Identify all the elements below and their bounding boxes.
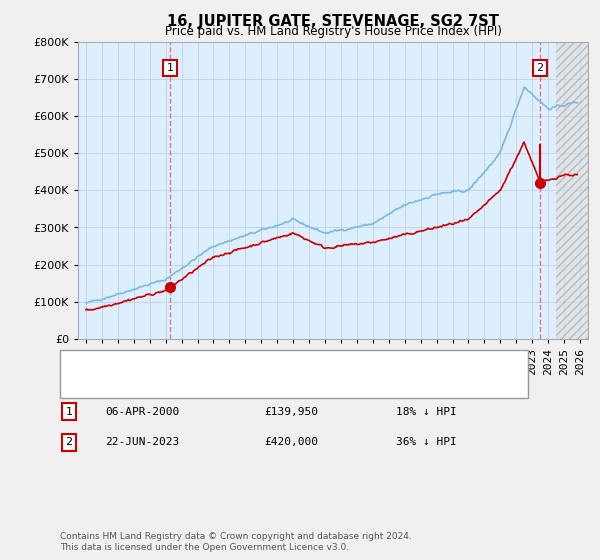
Text: 36% ↓ HPI: 36% ↓ HPI — [396, 437, 457, 447]
Text: 16, JUPITER GATE, STEVENAGE, SG2 7ST: 16, JUPITER GATE, STEVENAGE, SG2 7ST — [167, 14, 499, 29]
Text: 1: 1 — [166, 63, 173, 73]
Text: 2: 2 — [65, 437, 73, 447]
Text: £139,950: £139,950 — [264, 407, 318, 417]
Text: 22-JUN-2023: 22-JUN-2023 — [105, 437, 179, 447]
Text: 1: 1 — [65, 407, 73, 417]
Text: 18% ↓ HPI: 18% ↓ HPI — [396, 407, 457, 417]
Text: HPI: Average price, detached house, Stevenage: HPI: Average price, detached house, Stev… — [102, 377, 350, 388]
Text: Contains HM Land Registry data © Crown copyright and database right 2024.
This d: Contains HM Land Registry data © Crown c… — [60, 532, 412, 552]
Bar — [556, 42, 588, 339]
Text: £420,000: £420,000 — [264, 437, 318, 447]
Text: 2: 2 — [536, 63, 543, 73]
Text: 16, JUPITER GATE, STEVENAGE, SG2 7ST (detached house): 16, JUPITER GATE, STEVENAGE, SG2 7ST (de… — [102, 359, 407, 369]
Text: Price paid vs. HM Land Registry's House Price Index (HPI): Price paid vs. HM Land Registry's House … — [164, 25, 502, 38]
Text: 06-APR-2000: 06-APR-2000 — [105, 407, 179, 417]
